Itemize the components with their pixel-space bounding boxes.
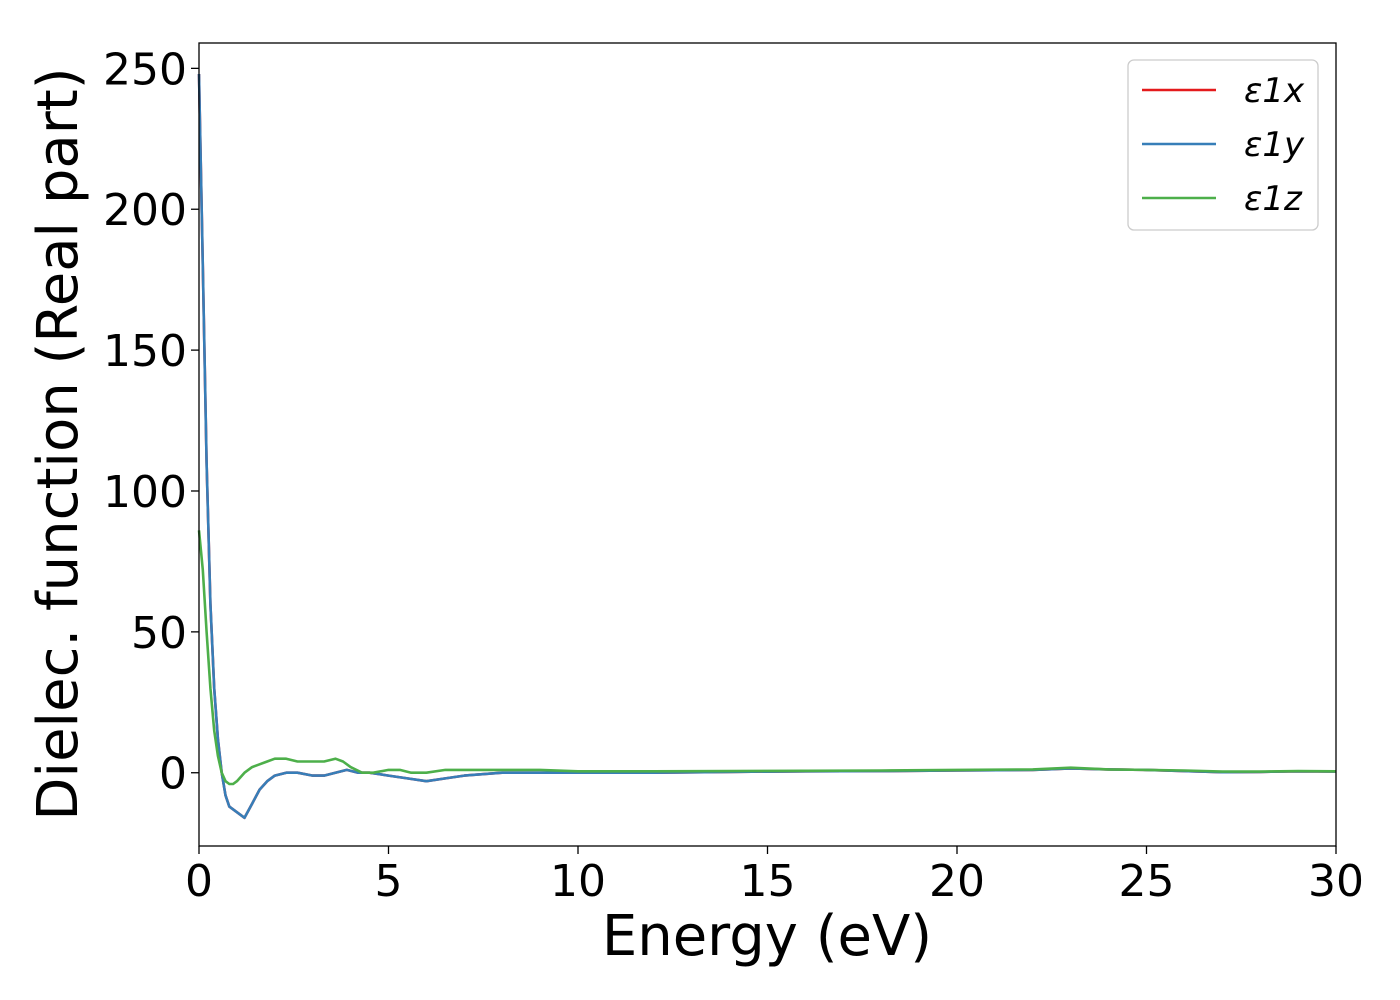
x-tick-label: 0 [185,856,213,907]
x-axis-title: Energy (eV) [602,904,932,969]
legend-label-0: ε1x [1244,71,1305,111]
x-tick-label: 10 [550,856,606,907]
x-tick-label: 5 [375,856,403,907]
y-tick-label: 100 [103,467,187,518]
y-tick-label: 250 [103,44,187,95]
series-line-2 [197,530,1337,786]
x-tick-label: 25 [1119,856,1175,907]
series-layer [197,73,1337,820]
legend-label-1: ε1y [1244,125,1305,165]
y-tick-label: 150 [103,326,187,377]
x-tick-label: 30 [1308,856,1364,907]
y-axis-title: Dielec. function (Real part) [26,67,91,820]
y-axis-ticks: 0 50 100 150 200 250 [103,44,199,800]
y-tick-label: 200 [103,185,187,236]
y-tick-label: 0 [159,749,187,800]
x-tick-label: 20 [929,856,985,907]
x-axis-ticks: 0 5 10 15 20 25 30 [185,846,1364,907]
legend: ε1x ε1y ε1z [1127,59,1319,231]
y-tick-label: 50 [131,608,187,659]
legend-box [1127,59,1319,231]
legend-label-2: ε1z [1244,179,1303,219]
x-tick-label: 15 [740,856,796,907]
